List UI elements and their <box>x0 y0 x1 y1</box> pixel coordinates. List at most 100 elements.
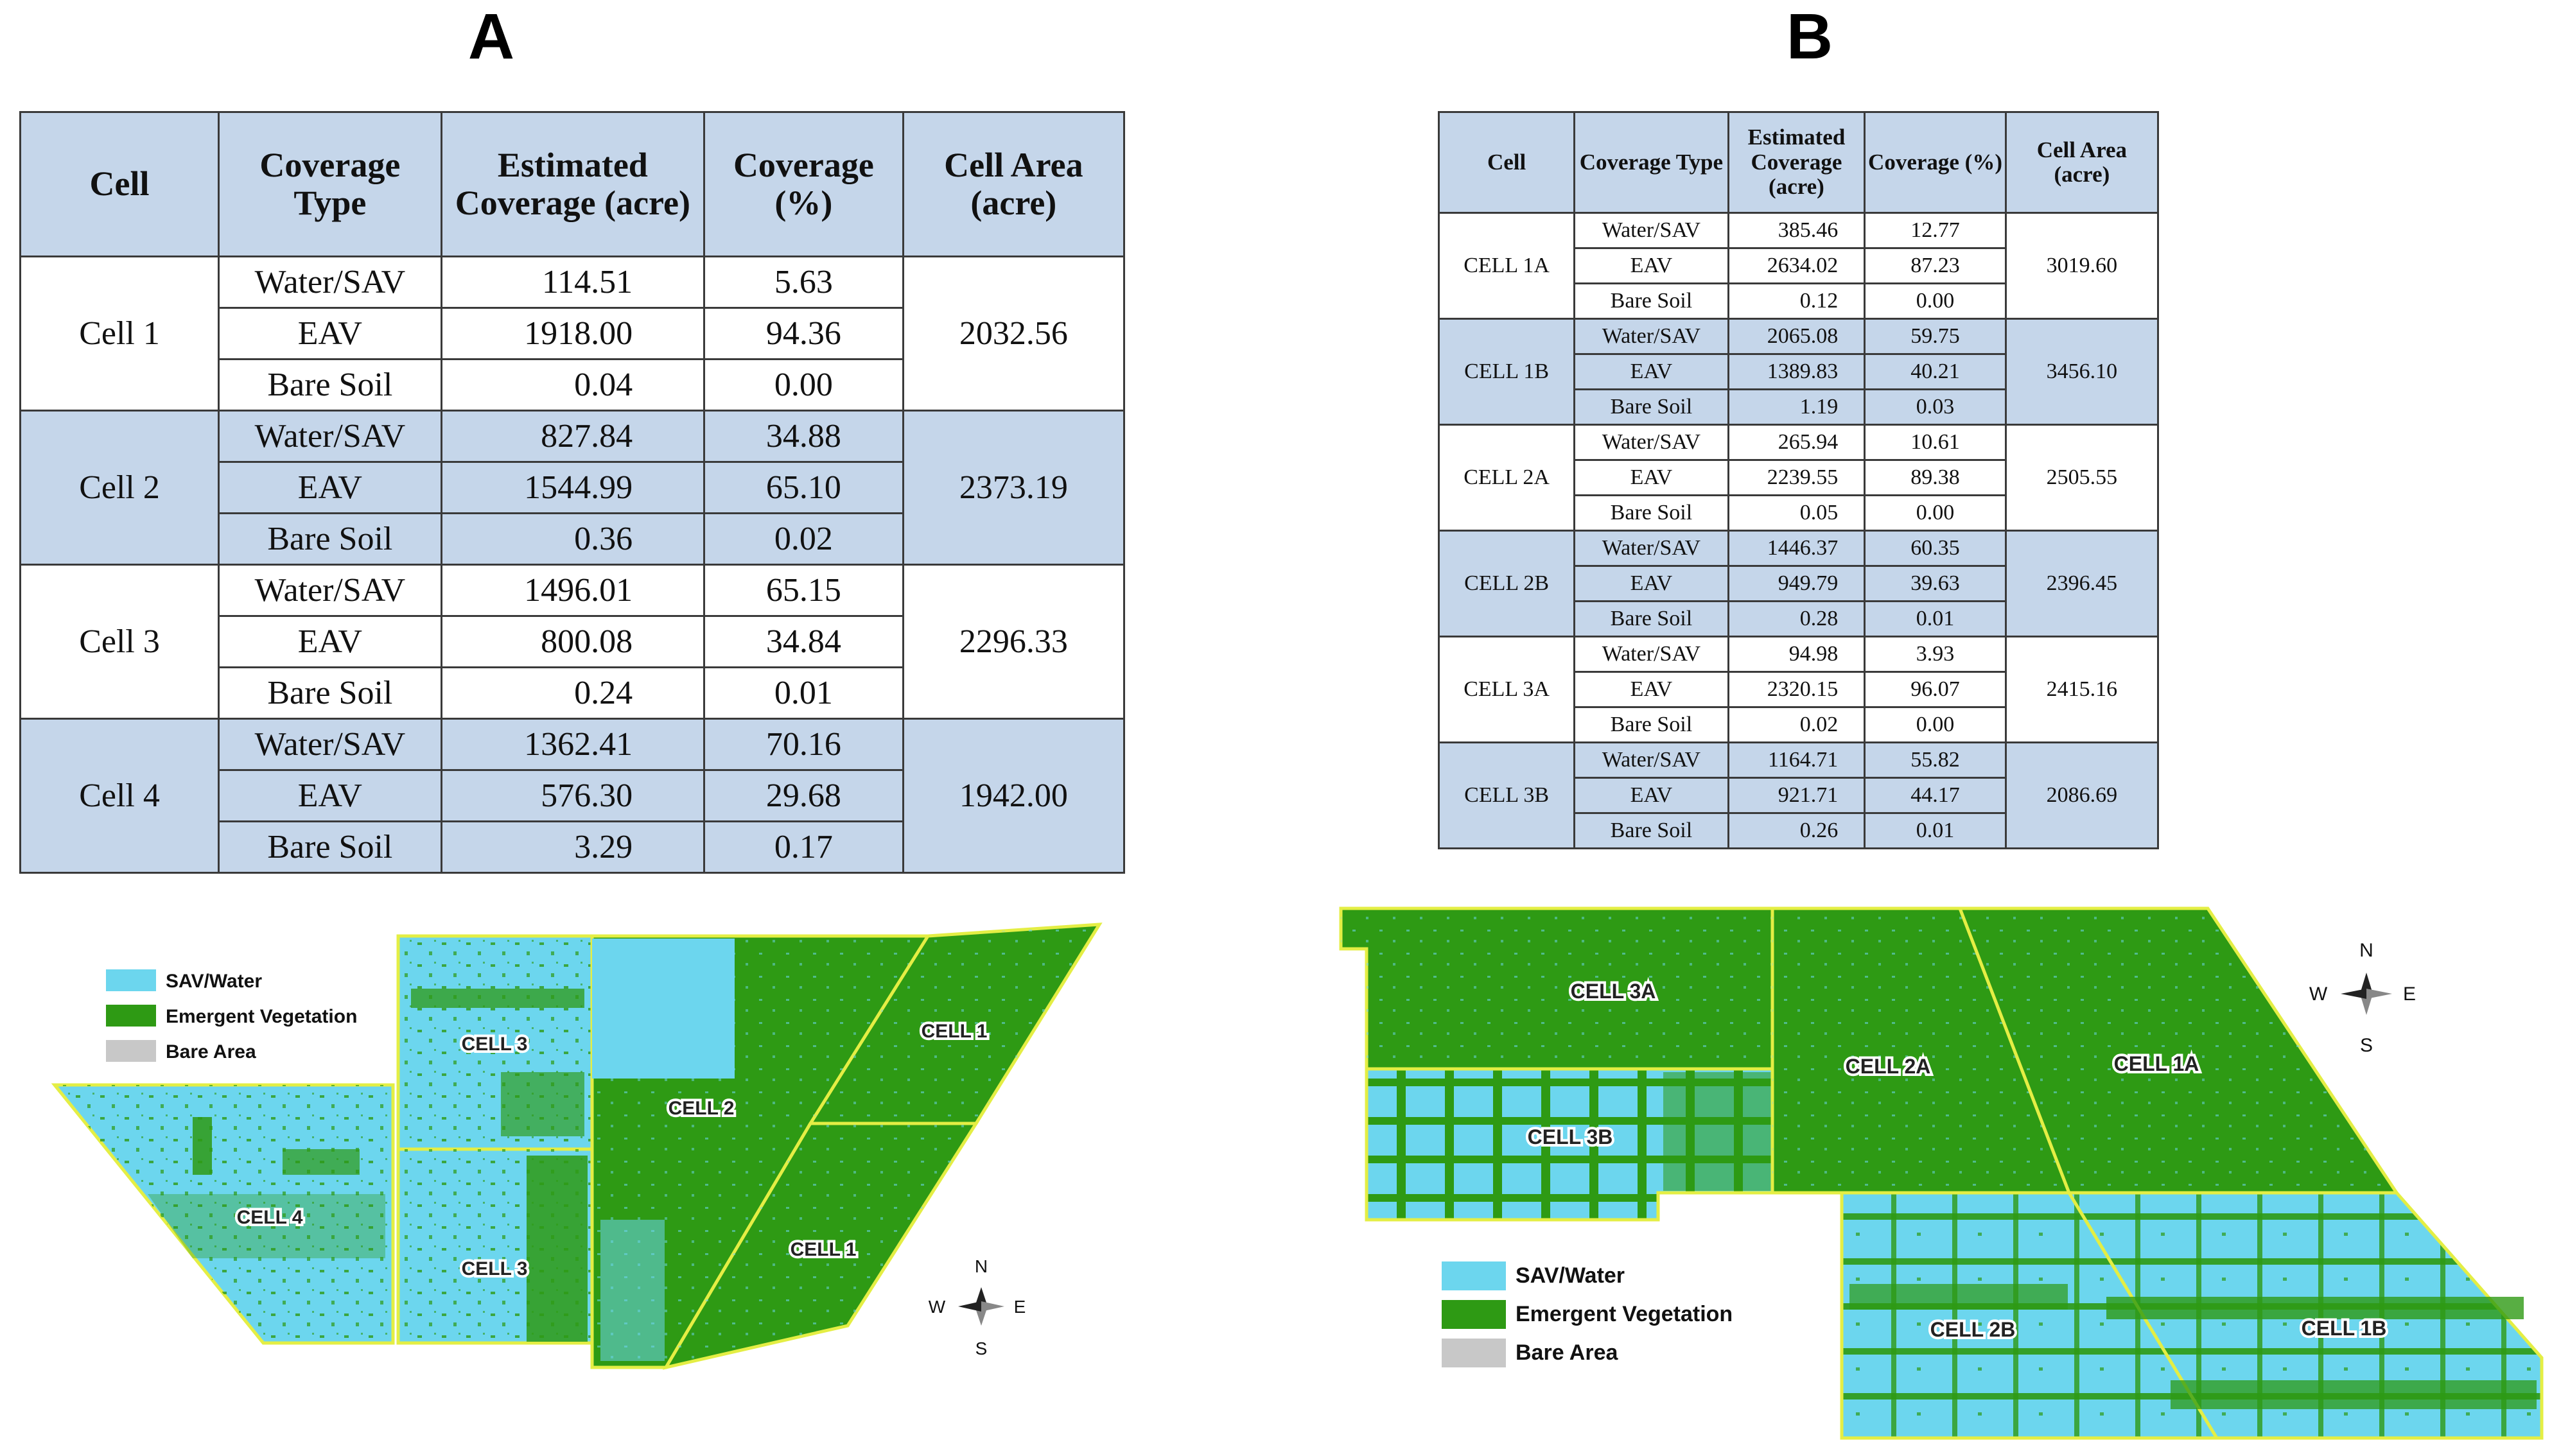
legend-a-water: SAV/Water <box>166 971 262 992</box>
table-b-header-row: Cell Coverage Type Estimated Coverage (a… <box>1437 111 2160 214</box>
table-row: EAV 2634.02 87.23 <box>1439 247 2158 284</box>
legend-b-swatch-emergent <box>1442 1300 1506 1329</box>
table-row: Bare Soil 0.05 0.00 <box>1439 494 2158 532</box>
coverage-pct: 29.68 <box>703 769 904 822</box>
coverage-pct: 0.01 <box>1864 812 2007 849</box>
coverage-type: Bare Soil <box>1573 282 1729 320</box>
estimated-coverage: 0.05 <box>1727 494 1866 532</box>
estimated-coverage: 1446.37 <box>1727 530 1866 567</box>
estimated-coverage: 1496.01 <box>440 564 706 617</box>
estimated-coverage: 2320.15 <box>1727 671 1866 708</box>
header-estimated-coverage: Estimated Coverage (acre) <box>1727 111 1866 214</box>
coverage-type: EAV <box>1573 247 1729 284</box>
cell-name: Cell 2 <box>19 410 220 566</box>
table-row: Bare Soil 0.24 0.01 <box>21 666 1124 720</box>
coverage-pct: 89.38 <box>1864 459 2007 496</box>
legend-a-bare: Bare Area <box>166 1041 256 1062</box>
coverage-pct: 59.75 <box>1864 318 2007 355</box>
estimated-coverage: 1389.83 <box>1727 353 1866 390</box>
table-row: EAV 1918.00 94.36 <box>21 307 1124 360</box>
coverage-type: Water/SAV <box>1573 636 1729 673</box>
coverage-pct: 12.77 <box>1864 212 2007 249</box>
table-row: CELL 3B Water/SAV 1164.71 55.82 2086.69 <box>1437 741 2160 849</box>
estimated-coverage: 1544.99 <box>440 461 706 514</box>
coverage-type: Water/SAV <box>1573 530 1729 567</box>
legend-b-emergent: Emergent Vegetation <box>1516 1302 1733 1326</box>
coverage-pct: 94.36 <box>703 307 904 360</box>
cell-area: 1942.00 <box>902 718 1126 874</box>
compass-b-icon: N S W E <box>2309 940 2416 1056</box>
coverage-type: EAV <box>1573 777 1729 814</box>
header-cell-area: Cell Area (acre) <box>902 111 1126 257</box>
map-a: SAV/Water Emergent Vegetation Bare Area … <box>51 923 1103 1370</box>
legend-a-emergent: Emergent Vegetation <box>166 1006 357 1027</box>
map-a-label-cell1-top: CELL 1 <box>922 1021 988 1042</box>
map-a-label-cell3-bottom: CELL 3 <box>462 1258 528 1279</box>
table-a-header-row: Cell Coverage Type Estimated Coverage (a… <box>19 111 1126 257</box>
header-cell: Cell <box>1437 111 1576 214</box>
legend-a-swatch-bare <box>106 1040 156 1062</box>
cell-name: CELL 1B <box>1437 318 1576 426</box>
legend-a-swatch-water <box>106 969 156 991</box>
estimated-coverage: 800.08 <box>440 615 706 668</box>
cell-area: 2086.69 <box>2004 741 2160 849</box>
table-row: EAV 949.79 39.63 <box>1439 565 2158 602</box>
estimated-coverage: 827.84 <box>440 410 706 463</box>
table-row: Cell 1 Water/SAV 114.51 5.63 2032.56 <box>19 256 1126 412</box>
legend-a-swatch-emergent <box>106 1005 156 1027</box>
map-a-label-cell1-bottom: CELL 1 <box>791 1239 857 1260</box>
cell-name: CELL 1A <box>1437 212 1576 320</box>
cell-area: 3019.60 <box>2004 212 2160 320</box>
coverage-pct: 96.07 <box>1864 671 2007 708</box>
coverage-pct: 87.23 <box>1864 247 2007 284</box>
map-a-label-cell4: CELL 4 <box>237 1207 303 1228</box>
map-b: SAV/Water Emergent Vegetation Bare Area … <box>1339 906 2544 1440</box>
coverage-type: Bare Soil <box>218 820 442 874</box>
table-row: CELL 1B Water/SAV 2065.08 59.75 3456.10 <box>1437 318 2160 426</box>
estimated-coverage: 576.30 <box>440 769 706 822</box>
estimated-coverage: 0.04 <box>440 358 706 412</box>
coverage-pct: 34.84 <box>703 615 904 668</box>
cell-name: CELL 3A <box>1437 636 1576 743</box>
estimated-coverage: 2065.08 <box>1727 318 1866 355</box>
map-b-label-cell3b: CELL 3B <box>1528 1125 1613 1148</box>
coverage-pct: 60.35 <box>1864 530 2007 567</box>
legend-b-water: SAV/Water <box>1516 1263 1625 1288</box>
map-b-label-cell1a: CELL 1A <box>2114 1052 2199 1075</box>
table-row: Bare Soil 0.36 0.02 <box>21 512 1124 566</box>
coverage-pct: 65.10 <box>703 461 904 514</box>
coverage-type: EAV <box>1573 671 1729 708</box>
coverage-type: Water/SAV <box>1573 318 1729 355</box>
cell-name: Cell 3 <box>19 564 220 720</box>
compass-a-n: N <box>975 1256 988 1276</box>
map-b-label-cell2a: CELL 2A <box>1846 1055 1931 1078</box>
coverage-table-a: Cell Coverage Type Estimated Coverage (a… <box>19 111 1126 874</box>
panel-b-letter: B <box>1786 1 1833 73</box>
estimated-coverage: 1.19 <box>1727 388 1866 426</box>
coverage-table-b: Cell Coverage Type Estimated Coverage (a… <box>1437 111 2160 849</box>
cell-area: 2505.55 <box>2004 424 2160 532</box>
table-row: EAV 800.08 34.84 <box>21 615 1124 668</box>
table-row: CELL 2B Water/SAV 1446.37 60.35 2396.45 <box>1437 530 2160 637</box>
compass-b-n: N <box>2359 940 2373 961</box>
coverage-type: Water/SAV <box>1573 741 1729 779</box>
cell-name: Cell 1 <box>19 256 220 412</box>
coverage-type: EAV <box>1573 459 1729 496</box>
cell-name: CELL 3B <box>1437 741 1576 849</box>
estimated-coverage: 385.46 <box>1727 212 1866 249</box>
panel-a-letter: A <box>468 1 515 73</box>
estimated-coverage: 1164.71 <box>1727 741 1866 779</box>
estimated-coverage: 3.29 <box>440 820 706 874</box>
compass-b-s: S <box>2360 1035 2373 1056</box>
estimated-coverage: 1918.00 <box>440 307 706 360</box>
coverage-pct: 5.63 <box>703 256 904 309</box>
coverage-pct: 39.63 <box>1864 565 2007 602</box>
legend-b-swatch-bare <box>1442 1339 1506 1367</box>
map-a-label-cell3-top: CELL 3 <box>462 1034 528 1055</box>
coverage-type: Water/SAV <box>218 410 442 463</box>
estimated-coverage: 949.79 <box>1727 565 1866 602</box>
header-cell: Cell <box>19 111 220 257</box>
cell-area: 2415.16 <box>2004 636 2160 743</box>
table-row: EAV 1544.99 65.10 <box>21 461 1124 514</box>
header-coverage-pct: Coverage (%) <box>1864 111 2007 214</box>
